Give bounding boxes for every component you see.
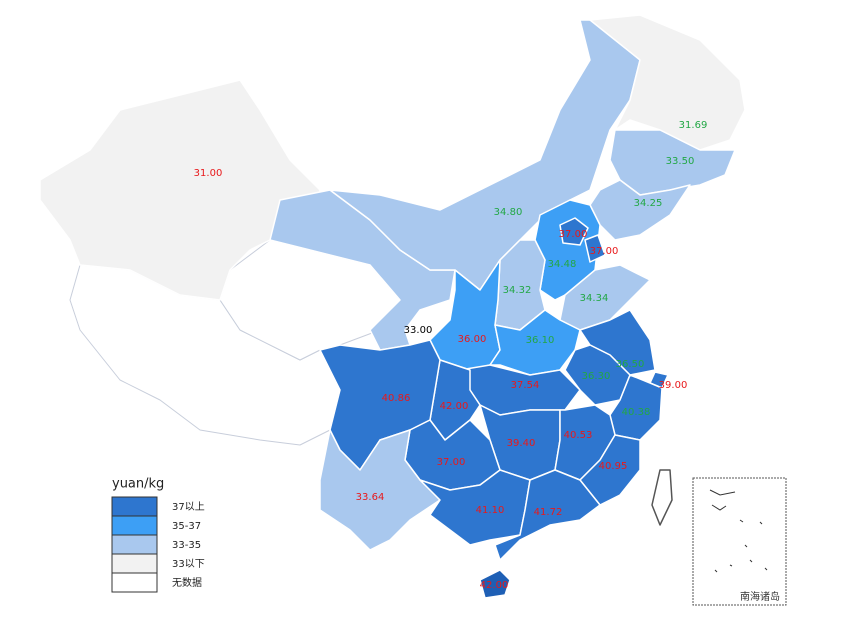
region-label: 40.95 xyxy=(599,461,628,472)
province xyxy=(494,469,601,561)
province xyxy=(479,569,511,599)
region-label: 33.00 xyxy=(404,325,433,336)
region-label: 31.69 xyxy=(679,120,708,131)
region-label: 42.00 xyxy=(480,580,509,591)
region-label: 34.34 xyxy=(580,293,609,304)
legend-label: 37以上 xyxy=(172,501,205,513)
legend-swatch xyxy=(111,515,158,536)
region-label: 40.53 xyxy=(564,430,593,441)
region-label: 41.10 xyxy=(476,505,505,516)
region-label: 37.00 xyxy=(437,457,466,468)
region-label: 34.48 xyxy=(548,259,577,270)
region-label: 34.25 xyxy=(634,198,663,209)
region-label: 31.00 xyxy=(194,168,223,179)
region-label: 33.64 xyxy=(356,492,385,503)
legend-label: 无数据 xyxy=(172,576,202,589)
region-label: 42.00 xyxy=(440,401,469,412)
inset-islands xyxy=(709,489,768,573)
region-label: 36.00 xyxy=(458,334,487,345)
legend-label: 33以下 xyxy=(172,559,205,570)
regions xyxy=(39,14,746,599)
region-label: 37.54 xyxy=(511,380,540,391)
region-label: 37.00 xyxy=(590,246,619,257)
region-label: 40.86 xyxy=(382,393,411,404)
province xyxy=(609,129,736,196)
region-label: 34.32 xyxy=(503,285,532,296)
region-label: 39.40 xyxy=(507,438,536,449)
province xyxy=(489,309,581,376)
legend-title: yuan/kg xyxy=(112,477,164,492)
legend-label: 35-37 xyxy=(172,521,201,532)
inset-box xyxy=(692,477,787,606)
legend-label: 33-35 xyxy=(172,540,201,551)
province xyxy=(559,217,589,246)
inset-label: 南海诸岛 xyxy=(740,590,780,603)
region-label: 40.38 xyxy=(622,407,651,418)
legend-swatch xyxy=(111,534,158,555)
region-label: 36.50 xyxy=(616,359,645,370)
labels: 31.00 33.00 34.80 31.69 33.50 34.25 34.48 37.00… xyxy=(194,120,708,591)
region-label: 34.80 xyxy=(494,207,523,218)
region-label: 37.00 xyxy=(559,229,588,240)
legend-swatch xyxy=(111,553,158,574)
region-label: 39.00 xyxy=(659,380,688,391)
province xyxy=(329,19,641,291)
region-label: 36.30 xyxy=(582,371,611,382)
legend-swatch xyxy=(111,572,158,593)
province xyxy=(579,434,641,506)
province xyxy=(651,469,673,526)
legend-swatch xyxy=(111,496,158,517)
province xyxy=(584,234,606,263)
region-label: 36.10 xyxy=(526,335,555,346)
region-label: 41.72 xyxy=(534,507,563,518)
region-label: 33.50 xyxy=(666,156,695,167)
